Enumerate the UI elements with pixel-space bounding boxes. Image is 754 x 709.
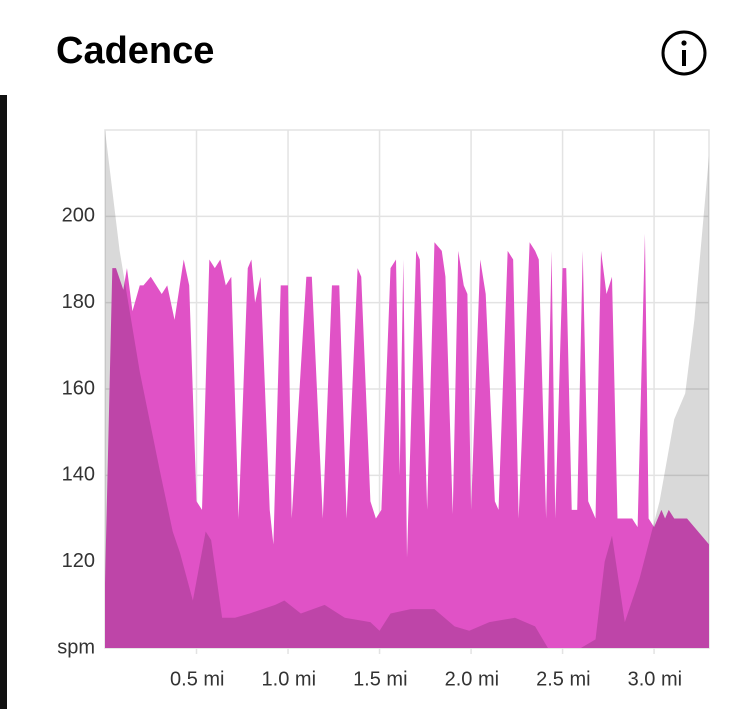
y-tick-label: 160 [62,377,95,399]
area [105,130,709,648]
plot: spm 120 140 160 180 200 0.5 mi 1.0 mi 1.5 mi 2.0 … [57,129,710,690]
area [105,233,709,648]
y-tick-label: spm [57,636,95,658]
y-tick-label: 180 [62,291,95,313]
x-tick-label: 3.0 mi [628,668,682,690]
info-circle[interactable] [661,30,707,76]
info-button[interactable] [661,30,707,76]
x-tick-label: 2.0 mi [445,668,499,690]
edge-strip [0,95,7,709]
y-tick-label: 120 [62,550,95,572]
x-tick-label: 2.5 mi [536,668,590,690]
chart-title: Cadence [56,30,214,72]
y-tick-label: 200 [62,205,95,227]
x-tick-label: 0.5 mi [170,668,224,690]
x-tick-label: 1.0 mi [262,668,316,690]
y-tick-label: 140 [62,464,95,486]
x-tick-label: 1.5 mi [353,668,407,690]
info-dot[interactable] [681,40,687,46]
